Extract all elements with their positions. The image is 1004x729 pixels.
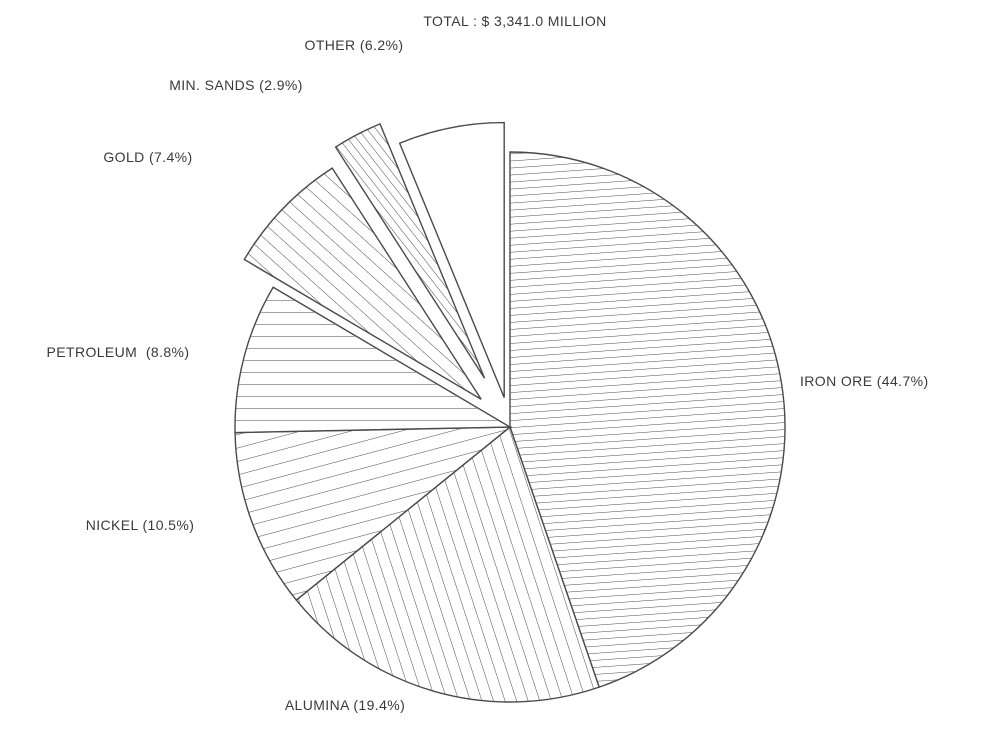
slice-gold — [243, 167, 482, 400]
slice-min-sands — [334, 122, 486, 379]
slice-other — [398, 121, 505, 398]
slice-label-nickel: NICKEL (10.5%) — [86, 517, 195, 533]
pie-slices — [234, 121, 786, 703]
slice-label-gold: GOLD (7.4%) — [103, 149, 192, 165]
chart-title: TOTAL : $ 3,341.0 MILLION — [423, 13, 606, 29]
slice-label-alumina: ALUMINA (19.4%) — [285, 697, 405, 713]
slice-label-min-sands: MIN. SANDS (2.9%) — [169, 77, 303, 93]
slice-alumina — [295, 425, 601, 703]
slice-label-other: OTHER (6.2%) — [305, 37, 404, 53]
slice-bg-other — [399, 122, 505, 398]
slice-label-petroleum: PETROLEUM (8.8%) — [47, 344, 190, 360]
slice-nickel — [234, 426, 513, 602]
slice-petroleum — [234, 286, 513, 434]
slice-label-iron-ore: IRON ORE (44.7%) — [800, 373, 929, 389]
slice-iron-ore — [509, 151, 786, 689]
